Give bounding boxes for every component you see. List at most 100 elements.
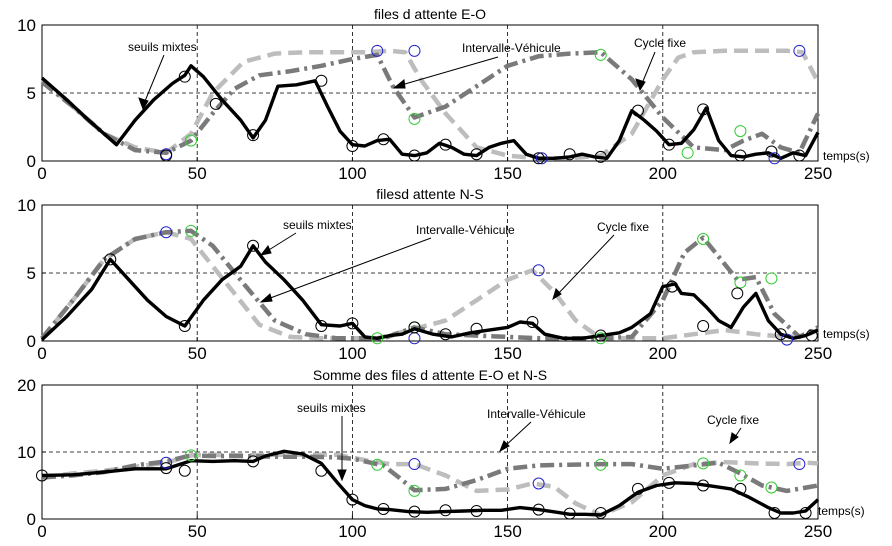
- panel-ns-title: filesd attente N-S: [376, 186, 483, 202]
- marker-seuils-mixtes: [563, 148, 576, 161]
- panel-eo: files d attente E-O 0 50 100 150 200 2500510 …: [17, 6, 870, 183]
- panel-sum-annot-intervalle: Intervalle-Véhicule: [487, 407, 586, 421]
- y-tick-label: 0: [27, 152, 36, 171]
- marker-cycle-fixe: [408, 458, 421, 471]
- panel-ns-xunit: temps(s): [823, 327, 870, 341]
- marker-seuils-mixtes: [377, 133, 390, 146]
- marker-intervalle-vehicule: [408, 484, 421, 497]
- marker-seuils-mixtes: [346, 317, 359, 330]
- marker-seuils-mixtes: [408, 321, 421, 334]
- marker-seuils-mixtes: [663, 138, 676, 151]
- x-tick-label: 250: [804, 522, 832, 541]
- marker-intervalle-vehicule: [184, 134, 197, 147]
- panel-sum-plot-area: 0 50 100 150 200 250 0 10 20: [17, 376, 832, 541]
- y-tick-label: 20: [17, 376, 36, 395]
- marker-cycle-fixe: [408, 44, 421, 57]
- x-tick-label: 0: [37, 164, 46, 183]
- marker-seuils-mixtes: [793, 149, 806, 162]
- marker-intervalle-vehicule: [697, 233, 710, 245]
- marker-cycle-fixe: [532, 477, 545, 490]
- marker-seuils-mixtes: [631, 104, 644, 117]
- panel-ns-annot-cycle: Cycle fixe: [597, 220, 649, 234]
- x-tick-label: 250: [804, 344, 832, 363]
- panel-ns-annot-intervalle: Intervalle-Véhicule: [416, 223, 515, 237]
- series-line-intervalle-vehicule: [41, 453, 819, 494]
- marker-seuils-mixtes: [315, 320, 328, 333]
- x-tick-label: 200: [649, 522, 677, 541]
- panel-sum-xunit: temps(s): [818, 504, 865, 518]
- panel-eo-arrows: [138, 51, 656, 111]
- x-tick-label: 100: [338, 344, 366, 363]
- x-tick-label: 200: [649, 344, 677, 363]
- marker-intervalle-vehicule: [765, 481, 778, 494]
- marker-intervalle-vehicule: [371, 332, 384, 345]
- marker-seuils-mixtes: [377, 502, 390, 515]
- marker-cycle-fixe: [793, 44, 806, 57]
- panel-eo-xunit: temps(s): [823, 149, 870, 163]
- series-line-seuils-mixtes: [41, 449, 820, 517]
- marker-seuils-mixtes: [631, 482, 644, 495]
- y-tick-label: 10: [17, 443, 36, 462]
- series-line-seuils-mixtes: [40, 64, 820, 161]
- marker-seuils-mixtes: [697, 479, 710, 492]
- panel-ns-plot-area: 0 50 100 150 200 250 0 5 10: [17, 196, 832, 363]
- marker-seuils-mixtes: [594, 150, 607, 163]
- arrowhead-seuils-sum: [337, 469, 347, 482]
- x-tick-label: 250: [804, 164, 832, 183]
- marker-cycle-fixe: [160, 456, 173, 469]
- marker-seuils-mixtes: [734, 482, 747, 495]
- marker-seuils-mixtes: [731, 287, 744, 300]
- arrowhead-seuils-eo: [138, 97, 149, 111]
- marker-seuils-mixtes: [315, 464, 328, 477]
- marker-seuils-mixtes: [346, 140, 359, 153]
- x-tick-label: 100: [338, 164, 366, 183]
- marker-intervalle-vehicule: [594, 48, 607, 61]
- y-tick-label: 0: [27, 332, 36, 351]
- marker-intervalle-vehicule: [734, 125, 747, 138]
- marker-seuils-mixtes: [439, 504, 452, 517]
- marker-seuils-mixtes: [178, 464, 191, 477]
- marker-intervalle-vehicule: [184, 224, 197, 237]
- marker-seuils-mixtes: [697, 103, 710, 116]
- x-tick-label: 150: [493, 522, 521, 541]
- marker-seuils-mixtes: [104, 253, 117, 266]
- marker-seuils-mixtes: [209, 97, 222, 110]
- panel-sum-title: Somme des files d attente E-O et N-S: [313, 367, 547, 383]
- marker-intervalle-vehicule: [408, 112, 421, 125]
- y-tick-label: 0: [27, 510, 36, 529]
- panel-eo-annot-intervalle: Intervalle-Véhicule: [462, 41, 561, 55]
- marker-seuils-mixtes: [315, 74, 328, 87]
- marker-cycle-fixe: [532, 264, 545, 277]
- marker-seuils-mixtes: [247, 239, 260, 252]
- marker-seuils-mixtes: [439, 328, 452, 341]
- panel-ns-annot-seuils: seuils mixtes: [283, 218, 352, 232]
- marker-seuils-mixtes: [160, 149, 173, 162]
- marker-seuils-mixtes: [247, 455, 260, 468]
- panel-ns-arrows: [259, 232, 615, 303]
- y-tick-label: 10: [17, 16, 36, 35]
- marker-intervalle-vehicule: [594, 332, 607, 345]
- marker-cycle-fixe: [371, 44, 384, 57]
- arrowhead-cycle-eo: [635, 78, 646, 92]
- marker-intervalle-vehicule: [697, 457, 710, 470]
- panel-eo-annot-seuils: seuils mixtes: [128, 40, 197, 54]
- marker-seuils-mixtes: [346, 493, 359, 506]
- marker-seuils-mixtes: [470, 322, 483, 335]
- panel-sum-arrows: [337, 416, 742, 482]
- series-line-seuils-mixtes: [40, 244, 819, 341]
- marker-seuils-mixtes: [470, 148, 483, 161]
- arrow-intervalle-sum: [502, 421, 532, 449]
- panel-ns: filesd attente N-S 0 50 100 150 200 250 0 5 10 s…: [17, 186, 870, 363]
- x-tick-label: 50: [188, 344, 207, 363]
- marker-seuils-mixtes: [774, 328, 787, 341]
- marker-seuils-mixtes: [663, 476, 676, 489]
- y-tick-label: 10: [17, 196, 36, 215]
- marker-cycle-fixe: [768, 152, 781, 165]
- marker-seuils-mixtes: [734, 149, 747, 162]
- marker-seuils-mixtes: [768, 506, 781, 519]
- marker-seuils-mixtes: [799, 506, 812, 519]
- marker-seuils-mixtes: [439, 138, 452, 151]
- panel-eo-plot-area: 0 50 100 150 200 250 0 5 10: [17, 16, 832, 183]
- arrowhead-seuils-ns: [259, 245, 272, 256]
